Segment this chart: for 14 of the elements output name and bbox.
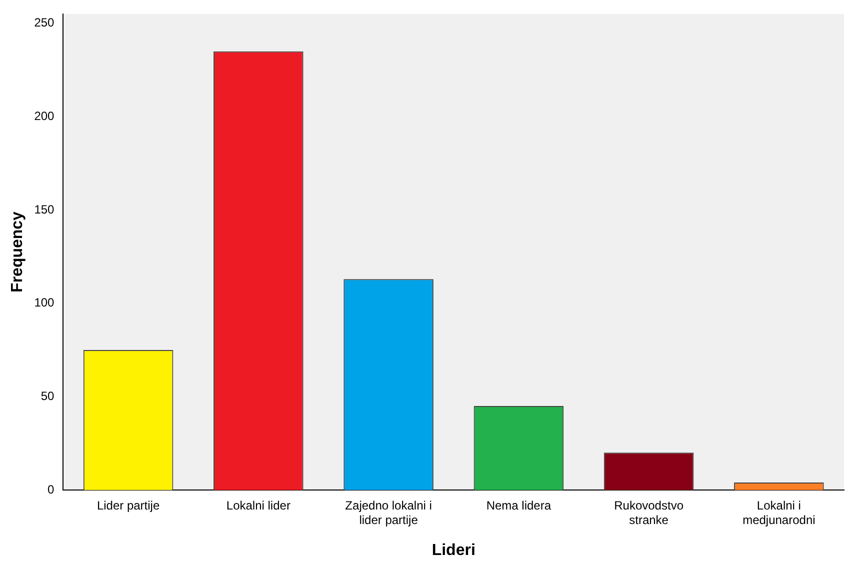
x-tick-label: Nema lidera [486,498,552,513]
x-tick-label: Zajedno lokalni i lider partije [345,498,432,527]
y-tick-label: 250 [34,16,55,30]
x-axis-title: Lideri [432,542,476,559]
y-tick-label: 0 [48,482,55,496]
x-tick-label: Rukovodstvo stranke [614,498,684,527]
x-tick-label: Lokalni i medjunarodni [742,498,816,527]
y-tick-label: 150 [34,202,55,216]
y-axis-title: Frequency [9,211,26,292]
y-tick-label: 100 [34,296,55,310]
y-tick-label: 50 [40,388,55,403]
x-tick-label: Lider partije [96,498,160,513]
y-tick-label: 200 [34,108,55,123]
x-tick-label: Lokalni lider [226,498,290,513]
